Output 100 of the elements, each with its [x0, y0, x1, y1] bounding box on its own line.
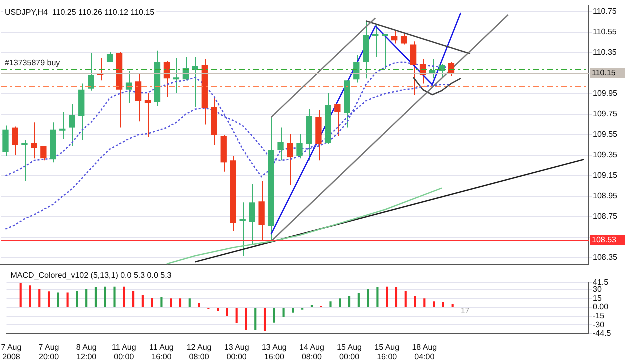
- bar: [282, 308, 285, 317]
- bar: [123, 286, 126, 308]
- bar: [424, 298, 426, 308]
- x-tick-label: 11 Aug 16:00: [150, 342, 174, 362]
- candlestick: [400, 34, 408, 46]
- bar: [20, 283, 22, 308]
- bar: [254, 308, 257, 330]
- bar: [339, 298, 342, 308]
- x-tick-label: 8 Aug 12:00: [76, 342, 98, 362]
- candlestick: [40, 146, 47, 162]
- bar: [358, 293, 360, 308]
- bar: [264, 308, 266, 332]
- bar: [76, 290, 78, 308]
- y-tick-label: 109.55: [593, 130, 618, 140]
- candlestick: [278, 127, 284, 162]
- y-tick-label: -30: [593, 320, 606, 330]
- candlestick: [296, 133, 303, 160]
- x-tick-label: 12 Aug 08:00: [186, 342, 212, 362]
- bar: [442, 302, 444, 308]
- bar: [226, 308, 228, 316]
- x-tick-label: 15 Aug 00:00: [337, 342, 362, 362]
- candlestick: [249, 184, 256, 246]
- bar: [452, 304, 454, 308]
- chart-title: USDJPY,H4 110.25 110.26 110.12 110.15: [5, 8, 156, 18]
- bar: [132, 290, 135, 308]
- y-tick-label: 109.15: [593, 171, 618, 180]
- candlestick: [392, 30, 398, 44]
- bar: [188, 298, 191, 308]
- bar: [160, 297, 163, 308]
- bar: [38, 289, 41, 308]
- candlestick: [240, 202, 246, 256]
- y-tick-label: 109.35: [593, 150, 618, 160]
- candlestick: [60, 112, 66, 140]
- x-tick-label: 13 Aug 00:00: [224, 342, 250, 362]
- y-tick-label: -15: [593, 312, 606, 321]
- bar: [170, 298, 172, 308]
- bar: [114, 286, 116, 308]
- annotation: 17: [460, 306, 470, 316]
- candlestick: [410, 41, 417, 96]
- x-tick-label: 18 Aug 04:00: [412, 342, 438, 362]
- candlestick: [382, 34, 388, 70]
- bar: [330, 302, 332, 308]
- bar: [48, 292, 50, 308]
- bar: [151, 298, 154, 308]
- bar: [29, 286, 32, 308]
- bar: [348, 296, 351, 308]
- chart-title: MACD_Colored_v102 (5,13,1) 0.0 5.3 0.0 5.3: [10, 271, 172, 280]
- y-tick-label: 41.5: [593, 278, 610, 288]
- bar: [386, 286, 388, 308]
- bar: [395, 287, 398, 308]
- x-tick-label: 7 Aug 2008: [1, 342, 22, 362]
- y-tick-label: 15: [593, 294, 602, 303]
- bar: [66, 292, 69, 308]
- bar: [273, 308, 276, 323]
- bar: [57, 292, 60, 308]
- y-tick-label: 109.75: [593, 110, 618, 119]
- y-tick-label: 110.35: [593, 48, 618, 58]
- y-tick-label: 110.75: [593, 7, 618, 16]
- candlestick: [372, 24, 379, 58]
- candlestick: [22, 140, 28, 182]
- x-tick-label: 14 Aug 08:00: [300, 342, 324, 362]
- x-tick-label: 15 Aug 16:00: [374, 342, 400, 362]
- candlestick: [69, 104, 76, 147]
- bar: [217, 308, 220, 312]
- bar: [292, 308, 294, 313]
- bar: [104, 286, 106, 308]
- bar: [86, 289, 88, 308]
- candlestick: [258, 180, 265, 242]
- bar: [433, 302, 436, 308]
- bar: [142, 295, 144, 308]
- candlestick: [144, 92, 152, 138]
- bar: [376, 287, 379, 308]
- candlestick: [126, 70, 132, 104]
- bar: [179, 298, 182, 308]
- y-tick-label: 0.00: [593, 302, 610, 312]
- ref-line-label: #13735879 buy: [5, 58, 60, 68]
- candlestick: [334, 104, 341, 137]
- y-tick-label: 30: [593, 284, 602, 294]
- ref-line-label: 108.53: [592, 236, 618, 245]
- candlestick: [31, 122, 38, 160]
- x-tick-label: 11 Aug 00:00: [112, 342, 136, 362]
- y-tick-label: 108.75: [593, 212, 618, 222]
- candlestick: [173, 58, 180, 94]
- candlestick: [12, 126, 18, 156]
- bar: [245, 308, 248, 330]
- x-tick-label: 7 Aug 20:00: [38, 342, 60, 362]
- y-tick-label: -44.5: [593, 329, 612, 338]
- candlestick: [2, 125, 9, 158]
- y-tick-label: 108.95: [593, 192, 618, 201]
- candlestick: [135, 74, 142, 122]
- bar: [367, 289, 370, 308]
- bar: [94, 287, 98, 308]
- candlestick: [88, 52, 94, 92]
- candlestick: [287, 133, 294, 186]
- bar: [198, 303, 200, 308]
- y-tick-label: 108.35: [593, 253, 618, 262]
- bar: [236, 308, 238, 324]
- x-tick-label: 13 Aug 16:00: [262, 342, 287, 362]
- y-tick-label: 110.55: [593, 28, 618, 37]
- y-tick-label: 109.95: [593, 89, 618, 98]
